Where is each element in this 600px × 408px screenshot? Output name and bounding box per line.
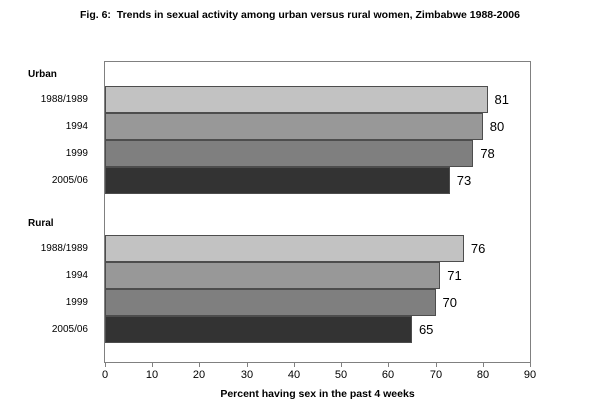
bar-rural-1999 bbox=[105, 289, 436, 316]
x-tick bbox=[388, 363, 389, 367]
category-label: 1988/1989 bbox=[40, 94, 88, 105]
x-tick-label: 0 bbox=[101, 369, 109, 381]
x-tick bbox=[247, 363, 248, 367]
value-label: 78 bbox=[480, 146, 495, 161]
bar-urban-1988-1989 bbox=[105, 86, 488, 113]
x-tick bbox=[530, 363, 531, 367]
value-label: 73 bbox=[456, 173, 472, 188]
x-tick bbox=[483, 363, 484, 367]
category-label: 1988/1989 bbox=[40, 243, 88, 254]
value-label: 71 bbox=[447, 268, 462, 283]
x-tick-label: 30 bbox=[240, 369, 254, 381]
value-label: 80 bbox=[489, 119, 505, 134]
bar-rural-1988-1989 bbox=[105, 235, 464, 262]
x-tick bbox=[152, 363, 153, 367]
category-label: 2005/06 bbox=[51, 324, 88, 335]
value-label: 76 bbox=[470, 241, 486, 256]
value-label: 81 bbox=[494, 92, 509, 107]
bar-urban-1994 bbox=[105, 113, 483, 140]
value-label: 70 bbox=[442, 295, 458, 310]
x-tick-label: 80 bbox=[476, 369, 490, 381]
x-tick bbox=[294, 363, 295, 367]
chart-title: Fig. 6: Trends in sexual activity among … bbox=[80, 9, 520, 21]
bar-rural-1994 bbox=[105, 262, 441, 289]
x-tick bbox=[105, 363, 106, 367]
x-axis-title: Percent having sex in the past 4 weeks bbox=[220, 388, 415, 400]
x-tick-label: 20 bbox=[192, 369, 206, 381]
x-tick bbox=[341, 363, 342, 367]
x-tick-label: 70 bbox=[429, 369, 443, 381]
category-label: 2005/06 bbox=[51, 175, 88, 186]
x-tick-label: 60 bbox=[381, 369, 395, 381]
x-tick-label: 40 bbox=[287, 369, 301, 381]
category-label: 1999 bbox=[65, 148, 88, 159]
bar-urban-1999 bbox=[105, 140, 474, 167]
category-label: 1999 bbox=[65, 297, 88, 308]
x-tick bbox=[436, 363, 437, 367]
x-tick bbox=[199, 363, 200, 367]
group-label-urban: Urban bbox=[28, 69, 57, 80]
bar-urban-2005-06 bbox=[105, 167, 450, 194]
group-label-rural: Rural bbox=[28, 218, 54, 229]
x-tick-label: 90 bbox=[523, 369, 537, 381]
bar-rural-2005-06 bbox=[105, 316, 412, 343]
category-label: 1994 bbox=[65, 270, 88, 281]
x-tick-label: 50 bbox=[334, 369, 348, 381]
x-tick-label: 10 bbox=[145, 369, 159, 381]
value-label: 65 bbox=[418, 322, 434, 337]
category-label: 1994 bbox=[65, 121, 88, 132]
